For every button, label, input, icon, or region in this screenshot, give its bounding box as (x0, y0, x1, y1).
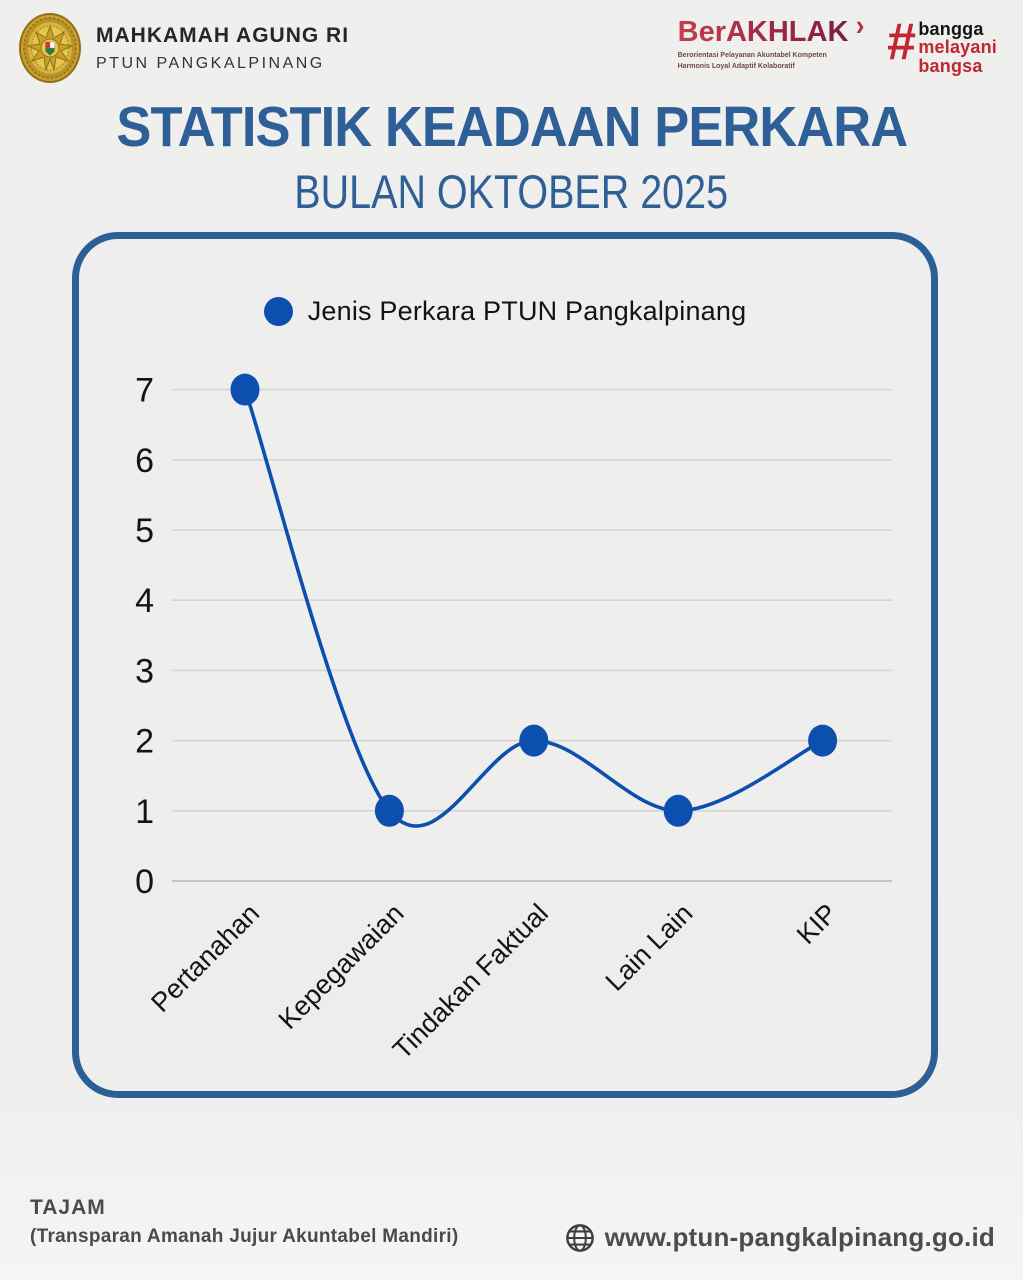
berakhlak-logo: BerAKHLAK › Berorientasi Pelayanan Akunt… (677, 8, 865, 72)
motto-expansion-text: (Transparan Amanah Jujur Akuntabel Mandi… (30, 1226, 459, 1247)
berakhlak-tagline: Berorientasi Pelayanan Akuntabel Kompete… (677, 52, 827, 70)
chart-legend: Jenis Perkara PTUN Pangkalpinang (72, 296, 938, 327)
legend-marker-icon (263, 297, 293, 326)
globe-icon (565, 1223, 594, 1252)
org-unit: PTUN PANGKALPINANG (96, 54, 325, 72)
bangga-word-2: melayani (918, 37, 997, 58)
bangga-melayani-bangsa-logo: # bangga melayani bangsa (886, 13, 997, 76)
page-subtitle: BULAN OKTOBER 2025 (294, 165, 729, 218)
bangga-word-1: bangga (918, 19, 984, 39)
footer-motto: TAJAM (Transparan Amanah Jujur Akuntabel… (30, 1196, 459, 1248)
svg-text:2: 2 (135, 723, 154, 761)
svg-text:7: 7 (135, 372, 154, 410)
chart-panel (72, 232, 938, 1098)
berakhlak-brand-text: BerAKHLAK (677, 16, 849, 48)
footer-website: www.ptun-pangkalpinang.go.id (565, 1222, 995, 1253)
svg-text:1: 1 (135, 793, 154, 831)
header-logos: BerAKHLAK › Berorientasi Pelayanan Akunt… (677, 8, 997, 76)
svg-text:6: 6 (135, 442, 154, 480)
page-title: STATISTIK KEADAAN PERKARA (116, 95, 908, 159)
hashtag-icon: # (886, 13, 916, 71)
svg-text:Pertanahan: Pertanahan (145, 898, 265, 1018)
mahkamah-agung-emblem-icon (19, 13, 81, 83)
svg-text:Tindakan Faktual: Tindakan Faktual (387, 898, 554, 1065)
website-url: www.ptun-pangkalpinang.go.id (604, 1222, 995, 1252)
header-branding: MAHKAMAH AGUNG RI PTUN PANGKALPINANG (18, 12, 349, 84)
svg-text:4: 4 (135, 582, 154, 620)
svg-text:KIP: KIP (791, 898, 843, 950)
motto-text: TAJAM (30, 1196, 106, 1219)
svg-text:5: 5 (135, 512, 154, 550)
svg-text:Lain Lain: Lain Lain (600, 898, 699, 997)
svg-text:0: 0 (135, 863, 154, 901)
berakhlak-chevron-icon: › (855, 8, 865, 42)
bangga-word-3: bangsa (918, 55, 983, 76)
org-name: MAHKAMAH AGUNG RI (96, 23, 350, 47)
svg-text:3: 3 (135, 652, 154, 690)
legend-label: Jenis Perkara PTUN Pangkalpinang (307, 296, 747, 326)
svg-text:Kepegawaian: Kepegawaian (273, 898, 410, 1035)
